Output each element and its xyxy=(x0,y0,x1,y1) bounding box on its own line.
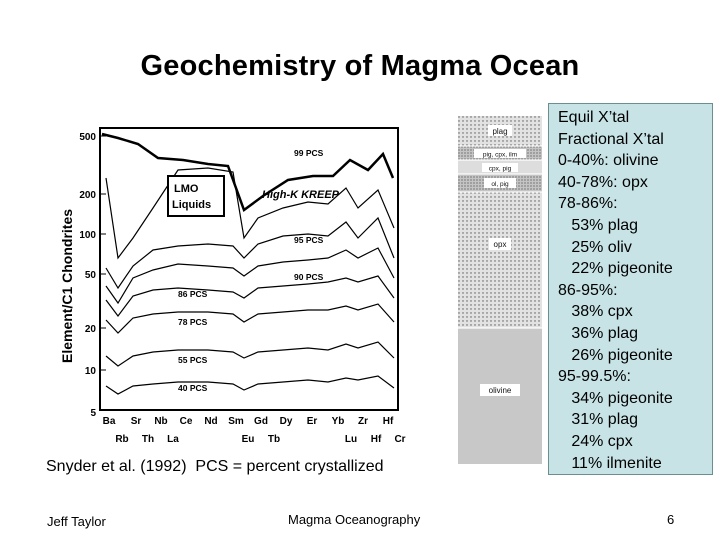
kreep-label: High-K KREEP xyxy=(262,189,340,201)
crystallization-callout: Equil X’tal Fractional X’tal 0-40%: oliv… xyxy=(548,103,713,475)
pcs-curve xyxy=(105,247,395,305)
callout-line: 11% ilmenite xyxy=(558,454,662,472)
footer-author: Jeff Taylor xyxy=(47,514,106,529)
pcs-label: 40 PCS xyxy=(178,383,208,393)
x-top-label: Hf xyxy=(383,416,394,427)
x-top-label: Ce xyxy=(180,416,193,427)
callout-line: 95-99.5%: xyxy=(558,368,631,386)
pcs-label: 95 PCS xyxy=(294,235,324,245)
x-top-label: Nb xyxy=(154,416,167,427)
x-top-label: Nd xyxy=(204,416,217,427)
slide-number: 6 xyxy=(667,512,675,527)
callout-line: 24% cpx xyxy=(558,432,633,450)
footer-course: Magma Oceanography xyxy=(288,512,421,527)
layer-label: ol, pig xyxy=(491,181,509,188)
slide-title: Geochemistry of Magma Ocean xyxy=(140,50,580,82)
callout-line: 78-86%: xyxy=(558,195,618,213)
callout-line: 31% plag xyxy=(558,411,639,429)
x-top-label: Sm xyxy=(228,416,244,427)
callout-line: 40-78%: opx xyxy=(558,173,648,191)
x-top-label: Er xyxy=(307,416,318,427)
callout-line: 0-40%: olivine xyxy=(558,152,659,170)
pcs-curve xyxy=(105,216,395,290)
callout-line: 26% pigeonite xyxy=(558,346,673,364)
y-tick: 50 xyxy=(85,270,97,281)
pcs-label: 78 PCS xyxy=(178,317,208,327)
callout-line: 86-95%: xyxy=(558,281,618,299)
pcs-curve xyxy=(105,167,395,260)
callout-line: Fractional X’tal xyxy=(558,130,664,148)
y-tick: 100 xyxy=(79,230,96,241)
x-bottom-label: La xyxy=(167,434,179,445)
layer-opx xyxy=(458,192,542,328)
pcs-label: 90 PCS xyxy=(294,272,324,282)
pcs-curve xyxy=(105,341,395,367)
y-tick: 10 xyxy=(85,366,97,377)
plot-frame xyxy=(99,127,399,411)
layer-label: olivine xyxy=(489,386,512,395)
pcs-label: 86 PCS xyxy=(178,289,208,299)
x-bottom-label: Lu xyxy=(345,434,357,445)
y-tick: 5 xyxy=(90,408,96,419)
x-top-label: Zr xyxy=(358,416,368,427)
callout-line: 38% cpx xyxy=(558,303,633,321)
callout-line: 22% pigeonite xyxy=(558,260,673,278)
layer-label: cpx, pig xyxy=(489,166,512,173)
pcs-label: 99 PCS xyxy=(294,148,324,158)
kreep-curve xyxy=(101,132,395,212)
x-bottom-label: Hf xyxy=(371,434,382,445)
callout-line: 25% oliv xyxy=(558,238,632,256)
x-top-label: Gd xyxy=(254,416,268,427)
cumulate-column: plag pig, cpx, ilm cpx, pig ol, pig opx … xyxy=(458,116,542,464)
callout-line: 53% plag xyxy=(558,216,639,234)
y-tick: 500 xyxy=(79,132,96,143)
layer-label: pig, cpx, ilm xyxy=(483,152,517,159)
callout-line: Equil X’tal xyxy=(558,109,630,126)
x-bottom-label: Tb xyxy=(268,434,280,445)
lmo-label: LMO xyxy=(174,183,199,195)
x-top-label: Yb xyxy=(332,416,345,427)
pcs-label: 55 PCS xyxy=(178,355,208,365)
pcs-curve xyxy=(105,275,395,317)
x-bottom-label: Th xyxy=(142,434,154,445)
x-bottom-label: Rb xyxy=(115,434,128,445)
figure-caption: Snyder et al. (1992) PCS = percent cryst… xyxy=(46,458,384,475)
liquids-label: Liquids xyxy=(172,199,211,211)
figure-ylabel: Element/C1 Chondrites xyxy=(59,209,75,363)
x-top-label: Ba xyxy=(103,416,116,427)
lmo-legend-box xyxy=(167,175,225,217)
callout-line: 34% pigeonite xyxy=(558,389,673,407)
layer-label: opx xyxy=(494,240,507,249)
x-top-label: Dy xyxy=(280,416,293,427)
x-bottom-label: Eu xyxy=(242,434,255,445)
callout-line: 36% plag xyxy=(558,324,639,342)
y-tick: 200 xyxy=(79,190,96,201)
layer-label: plag xyxy=(492,127,507,136)
pcs-curve xyxy=(105,375,395,395)
pcs-curve xyxy=(105,303,395,334)
x-top-label: Sr xyxy=(131,416,142,427)
y-tick: 20 xyxy=(85,324,97,335)
x-bottom-label: Cr xyxy=(394,434,405,445)
ree-diagram-figure: Element/C1 Chondrites 500 200 100 50 20 … xyxy=(59,127,406,445)
